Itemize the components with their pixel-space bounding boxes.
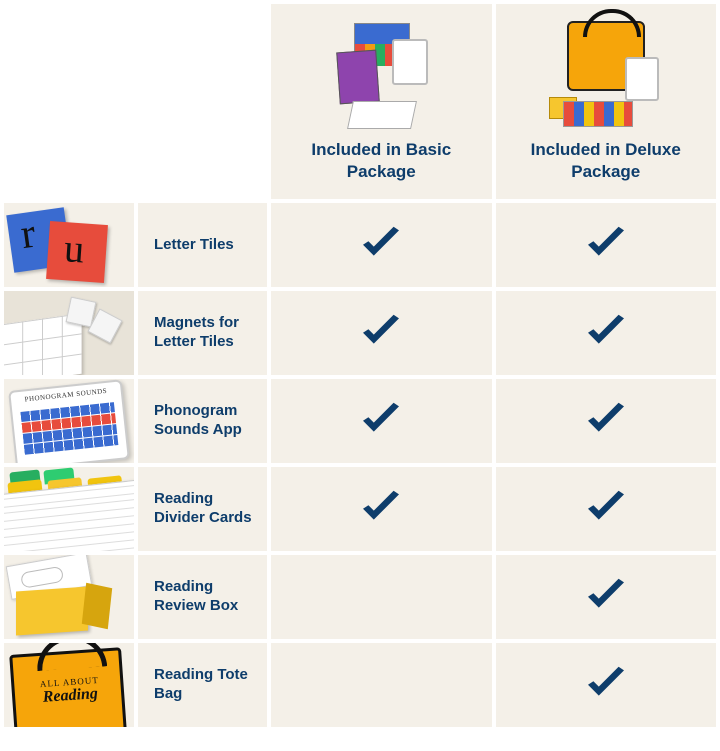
- header-row: Included in Basic Package Included in De…: [4, 4, 716, 199]
- checkmark-icon: [584, 313, 628, 354]
- basic-letter-tiles: [271, 203, 491, 287]
- row-magnets: Magnets for Letter Tiles: [4, 291, 716, 375]
- basic-magnets: [271, 291, 491, 375]
- row-divider-cards: Reading Divider Cards: [4, 467, 716, 551]
- header-deluxe-package: Included in Deluxe Package: [496, 4, 717, 199]
- row-review-box: Reading Review Box: [4, 555, 716, 639]
- thumb-review-box: [4, 555, 134, 639]
- deluxe-letter-tiles: [496, 203, 717, 287]
- package-comparison-table: Included in Basic Package Included in De…: [0, 0, 720, 731]
- checkmark-icon: [584, 225, 628, 266]
- basic-tote-bag: [271, 643, 491, 727]
- label-letter-tiles: Letter Tiles: [138, 203, 267, 287]
- checkmark-icon: [584, 665, 628, 706]
- thumb-magnets: [4, 291, 134, 375]
- label-review-box: Reading Review Box: [138, 555, 267, 639]
- deluxe-tote-bag: [496, 643, 717, 727]
- deluxe-review-box: [496, 555, 717, 639]
- row-letter-tiles: Letter Tiles: [4, 203, 716, 287]
- label-magnets: Magnets for Letter Tiles: [138, 291, 267, 375]
- thumb-phonogram-app: [4, 379, 134, 463]
- deluxe-magnets: [496, 291, 717, 375]
- header-deluxe-label: Included in Deluxe Package: [506, 139, 707, 182]
- deluxe-divider-cards: [496, 467, 717, 551]
- deluxe-phonogram-app: [496, 379, 717, 463]
- label-phonogram-app: Phonogram Sounds App: [138, 379, 267, 463]
- row-phonogram-app: Phonogram Sounds App: [4, 379, 716, 463]
- header-basic-label: Included in Basic Package: [281, 139, 481, 182]
- label-tote-bag: Reading Tote Bag: [138, 643, 267, 727]
- basic-review-box: [271, 555, 491, 639]
- header-basic-package: Included in Basic Package: [271, 4, 491, 199]
- row-tote-bag: ALL ABOUTReading Reading Tote Bag: [4, 643, 716, 727]
- checkmark-icon: [359, 225, 403, 266]
- basic-package-image: [316, 21, 446, 131]
- thumb-divider-cards: [4, 467, 134, 551]
- checkmark-icon: [584, 489, 628, 530]
- checkmark-icon: [359, 401, 403, 442]
- checkmark-icon: [359, 489, 403, 530]
- deluxe-package-image: [541, 21, 671, 131]
- checkmark-icon: [359, 313, 403, 354]
- checkmark-icon: [584, 577, 628, 618]
- label-divider-cards: Reading Divider Cards: [138, 467, 267, 551]
- basic-phonogram-app: [271, 379, 491, 463]
- thumb-tote-bag: ALL ABOUTReading: [4, 643, 134, 727]
- basic-divider-cards: [271, 467, 491, 551]
- checkmark-icon: [584, 401, 628, 442]
- thumb-letter-tiles: [4, 203, 134, 287]
- header-blank: [4, 4, 267, 199]
